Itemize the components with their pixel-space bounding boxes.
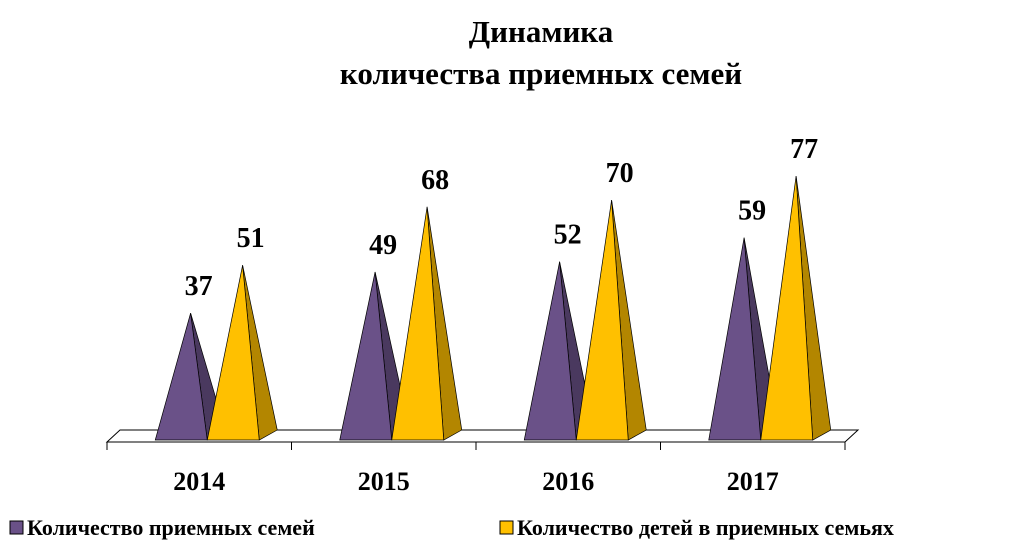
data-label: 52: [554, 220, 582, 251]
x-tick-label: 2016: [542, 467, 594, 496]
pyramid: [391, 206, 445, 441]
data-label: 70: [606, 158, 634, 189]
data-label: 51: [237, 223, 265, 254]
floor: [105, 429, 860, 443]
data-label: 59: [738, 196, 766, 227]
data-label: 49: [369, 230, 397, 261]
x-tick-label: 2014: [173, 467, 225, 496]
chart-title: Динамика: [469, 14, 614, 49]
legend-swatch: [9, 520, 24, 535]
legend-label: Количество приемных семей: [27, 515, 315, 540]
legend-label: Количество детей в приемных семьях: [517, 515, 894, 540]
pyramid: [708, 237, 762, 441]
data-label: 37: [185, 271, 213, 302]
x-tick-label: 2015: [358, 467, 410, 496]
legend-swatch: [499, 520, 514, 535]
x-tick-label: 2017: [727, 467, 779, 496]
pyramid: [760, 175, 814, 441]
pyramid: [206, 265, 260, 441]
chart-title: количества приемных семей: [340, 56, 742, 91]
data-label: 68: [421, 165, 449, 196]
pyramid: [154, 313, 208, 441]
pyramid: [575, 199, 629, 441]
data-label: 77: [790, 134, 818, 165]
pyramid: [523, 261, 577, 441]
pyramid: [339, 271, 393, 441]
